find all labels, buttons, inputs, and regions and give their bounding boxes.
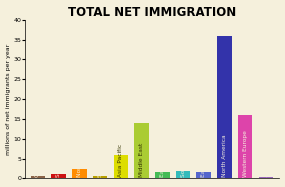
Text: North America: North America <box>222 135 227 177</box>
Text: Central Africa: Central Africa <box>35 137 40 177</box>
Bar <box>196 172 211 178</box>
Text: Asia Pacific: Asia Pacific <box>118 144 123 177</box>
Text: Middle East: Middle East <box>139 143 144 177</box>
Text: Eastern Asia: Eastern Asia <box>160 141 165 177</box>
Bar <box>176 171 190 178</box>
Bar <box>259 177 273 178</box>
Text: Japan: Japan <box>263 161 268 177</box>
Text: South America: South America <box>180 134 186 177</box>
Bar <box>51 174 66 178</box>
Text: Southern Asia: Southern Asia <box>97 136 103 177</box>
Text: Eastern Europe: Eastern Europe <box>201 132 206 177</box>
Bar <box>30 177 45 178</box>
Bar <box>93 177 107 178</box>
Bar <box>113 155 128 178</box>
Text: Northern Africa: Northern Africa <box>77 133 82 177</box>
Y-axis label: millions of net immigrants per year: millions of net immigrants per year <box>5 43 11 155</box>
Bar <box>217 36 232 178</box>
Bar <box>134 123 149 178</box>
Text: Southeastern Africa: Southeastern Africa <box>56 119 61 177</box>
Bar <box>72 168 87 178</box>
Bar <box>155 172 170 178</box>
Bar <box>238 115 253 178</box>
Title: TOTAL NET IMMIGRATION: TOTAL NET IMMIGRATION <box>68 6 237 19</box>
Text: Western Europe: Western Europe <box>243 130 248 177</box>
